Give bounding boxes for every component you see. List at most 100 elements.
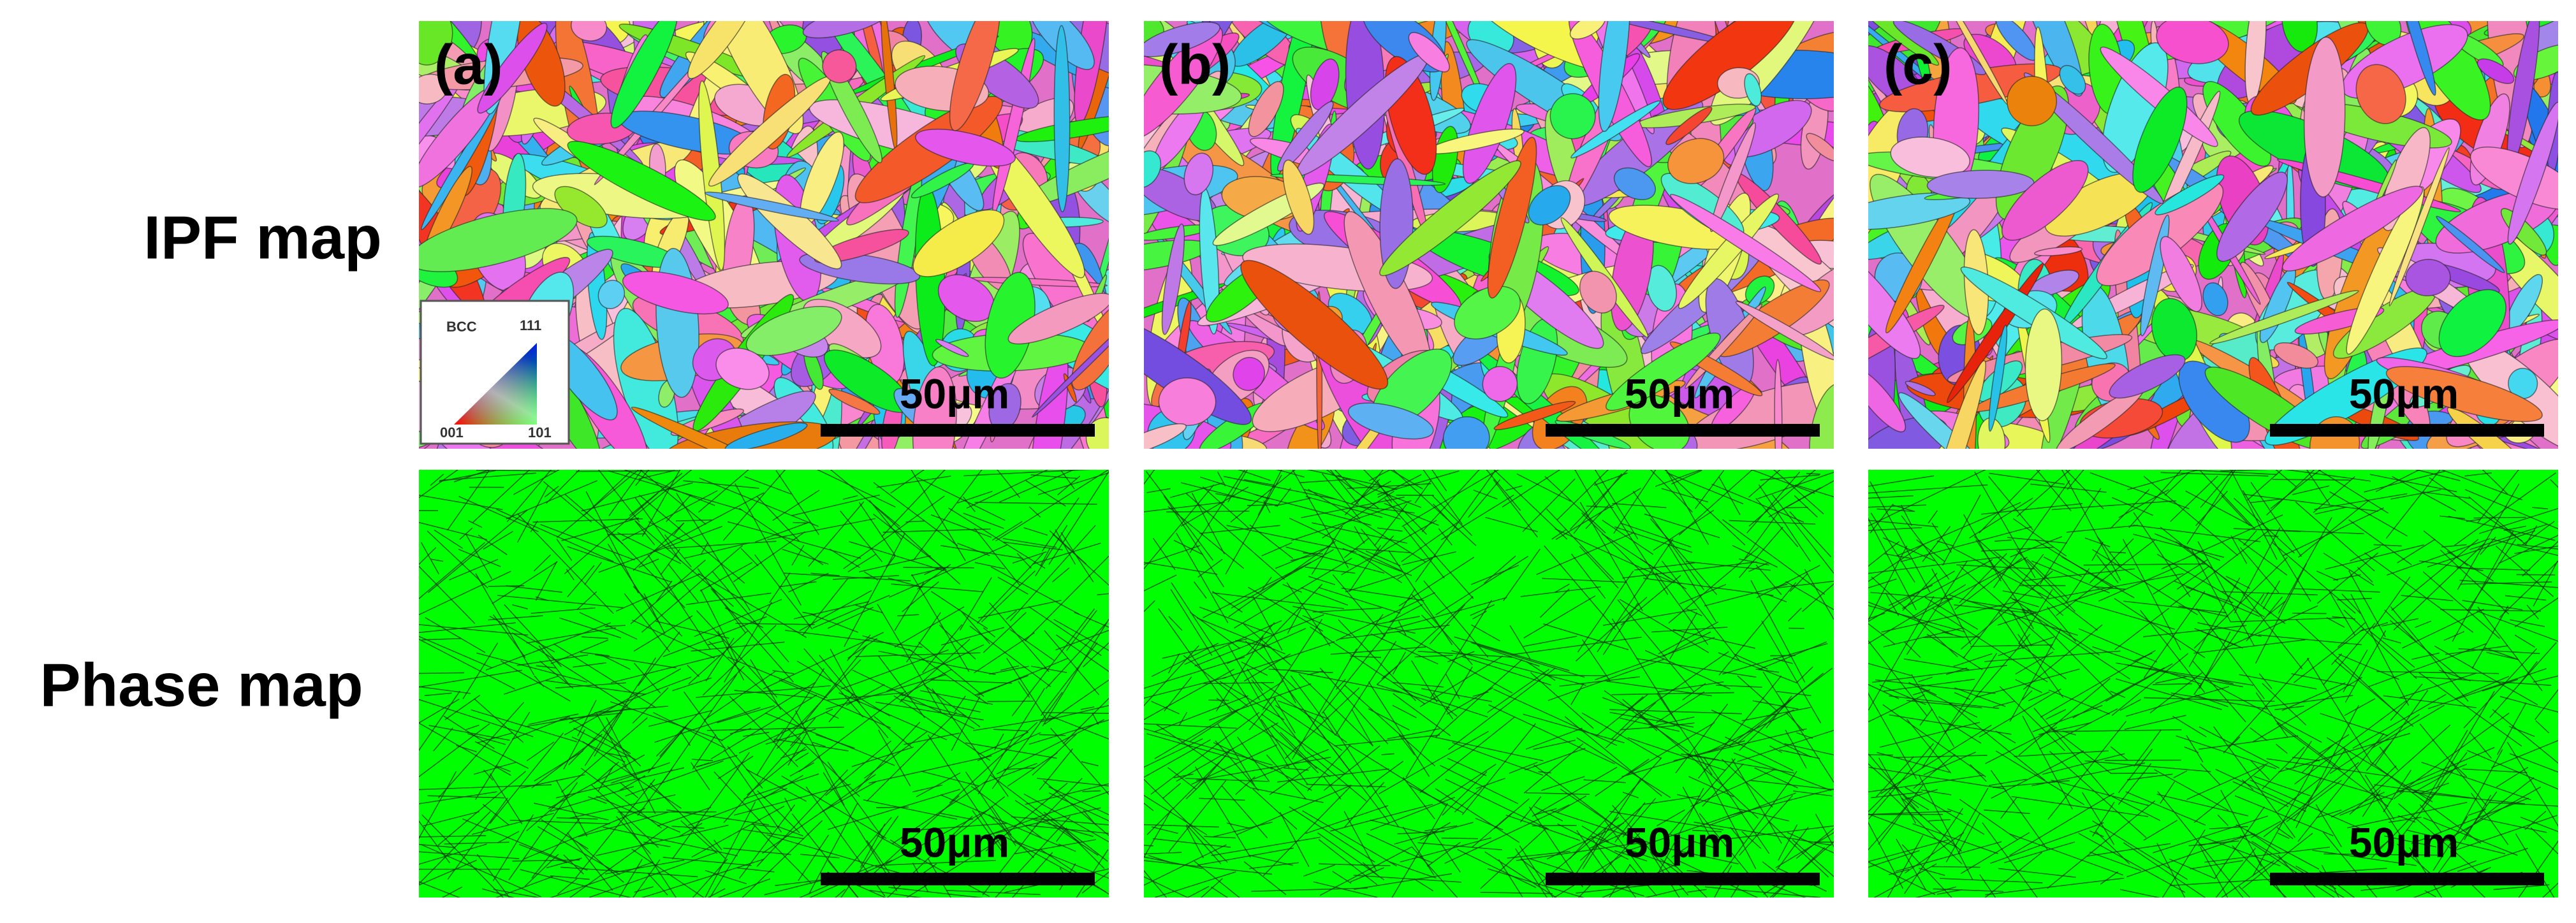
grain-boundary <box>1166 511 1250 512</box>
grain-boundary <box>1048 792 1109 822</box>
grain-boundary <box>1028 506 1041 518</box>
grain-boundary <box>546 857 582 869</box>
grain-boundary <box>561 517 640 542</box>
grain-boundary <box>448 558 499 581</box>
grain-boundary <box>1430 599 1493 699</box>
grain-boundary <box>1335 641 1397 735</box>
grain-boundary <box>2188 840 2239 847</box>
grain-boundary <box>849 541 944 571</box>
grain-boundary <box>1889 714 2012 735</box>
grain-boundary <box>1755 564 1782 595</box>
grain-boundary <box>1000 665 1020 671</box>
grain-boundary <box>692 734 717 770</box>
grain-boundary <box>957 491 993 504</box>
grain-boundary <box>1076 849 1109 898</box>
grain-boundary <box>1402 827 1435 876</box>
grain-boundary <box>875 860 996 866</box>
grain-boundary <box>828 860 859 898</box>
grain-boundary <box>1516 473 1571 502</box>
grain-boundary <box>1350 655 1382 658</box>
grain-boundary <box>2049 726 2112 774</box>
scale-bar <box>1546 424 1820 437</box>
grain-boundary <box>1928 818 1951 822</box>
grain-boundary <box>1620 717 1680 732</box>
legend-corner: 101 <box>528 425 552 440</box>
grain-boundary <box>1963 553 2044 659</box>
grain-boundary <box>2477 606 2543 692</box>
grain-boundary <box>531 818 580 879</box>
grain-boundary <box>1673 728 1807 762</box>
grain-boundary <box>485 622 611 671</box>
grain-boundary <box>639 470 706 525</box>
grain-boundary <box>664 534 692 568</box>
grain-boundary <box>1680 584 1727 605</box>
grain-boundary <box>2089 472 2190 509</box>
grain-boundary <box>1889 792 1963 865</box>
grain-boundary <box>1958 812 1980 854</box>
grain-boundary <box>2115 678 2222 710</box>
grain-boundary <box>2112 497 2154 516</box>
grain-boundary <box>1748 470 1817 527</box>
grain-boundary <box>2452 531 2514 642</box>
grain-boundary <box>2337 622 2366 648</box>
grain-boundary <box>1721 759 1773 808</box>
grain-boundary <box>419 542 486 600</box>
grain-boundary <box>534 750 583 782</box>
grain-boundary <box>2468 808 2486 816</box>
grain-boundary <box>1947 808 1963 815</box>
grain-boundary <box>828 694 854 723</box>
grain-boundary <box>2318 734 2350 755</box>
grain-boundary <box>419 843 487 865</box>
grain-boundary <box>985 782 1068 852</box>
ipf-map <box>1144 21 1834 449</box>
grain-boundary <box>643 593 666 634</box>
grain-boundary <box>2514 634 2535 648</box>
grain-boundary <box>2009 792 2115 856</box>
grain-boundary <box>2421 762 2531 801</box>
grain-boundary <box>1028 606 1102 657</box>
grain-boundary <box>874 716 912 748</box>
grain-boundary <box>876 476 951 488</box>
grain-boundary <box>2048 689 2110 715</box>
grain-boundary <box>2003 841 2075 864</box>
grain-boundary <box>556 539 573 562</box>
grain-boundary <box>495 876 553 898</box>
grain-boundary <box>1741 707 1811 722</box>
grain-boundary <box>1305 566 1356 574</box>
grain-boundary <box>1153 695 1248 733</box>
grain-boundary <box>633 522 685 571</box>
grain-boundary <box>2114 598 2206 658</box>
grain-boundary <box>1329 470 1359 505</box>
grain-boundary <box>1030 474 1077 479</box>
grain-boundary <box>2328 590 2356 636</box>
grain-boundary <box>2225 576 2251 589</box>
grain-boundary <box>2105 663 2173 702</box>
grain-boundary <box>699 562 753 592</box>
grain-boundary <box>678 822 703 838</box>
grain-boundary <box>671 825 705 829</box>
grain-boundary <box>919 822 1007 831</box>
grain <box>1007 293 1109 345</box>
grain-boundary <box>992 692 1063 790</box>
grain-boundary <box>1268 668 1333 674</box>
grain-boundary <box>1581 712 1662 759</box>
grain-boundary <box>2520 817 2558 832</box>
grain-boundary <box>508 781 578 881</box>
grain-boundary <box>1546 674 1606 676</box>
grain-boundary <box>1868 753 1922 817</box>
grain-boundary <box>1244 694 1290 769</box>
panel-label: (c) <box>1884 33 1952 96</box>
grain-boundary <box>2477 470 2519 523</box>
grain-boundary <box>911 566 949 576</box>
grain-boundary <box>2220 470 2271 472</box>
grain-boundary <box>1667 758 1736 838</box>
grain-boundary <box>1915 886 1957 898</box>
grain-boundary <box>696 755 738 768</box>
grain-boundary <box>1419 716 1515 794</box>
grain-boundary <box>1569 757 1662 859</box>
grain-boundary <box>1282 584 1302 593</box>
grain-boundary <box>757 790 800 834</box>
grain-boundary <box>722 470 786 541</box>
grain-boundary <box>1888 585 1933 606</box>
grain-boundary <box>1332 871 1352 884</box>
